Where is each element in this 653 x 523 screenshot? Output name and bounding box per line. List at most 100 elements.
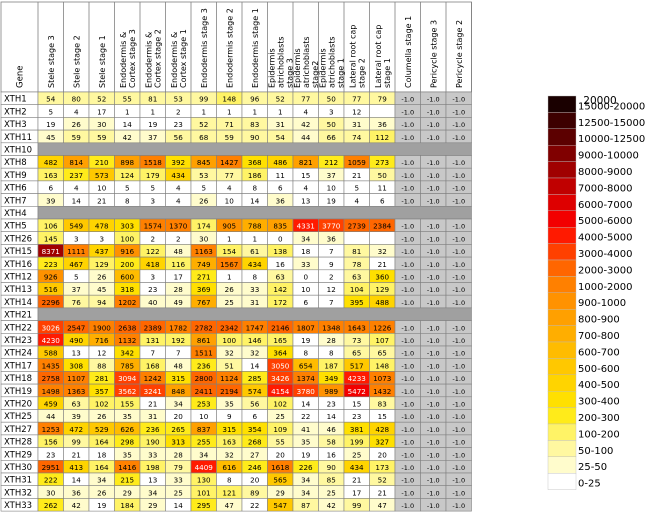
gene-label: XTH17	[4, 361, 32, 371]
cell-value: 49	[174, 298, 184, 307]
cell-value: 37	[327, 171, 336, 180]
cell-value: 42	[123, 133, 132, 142]
cell-value: 192	[171, 336, 185, 345]
cell-value: 268	[248, 438, 262, 447]
cell-value: -1.0	[452, 388, 465, 396]
cell-value: 99	[72, 438, 82, 447]
cell-value: 14	[301, 400, 311, 409]
cell-value: 253	[197, 400, 211, 409]
cell-value: 3050	[271, 361, 290, 370]
cell-value: 2389	[144, 323, 163, 332]
cell-value: 39	[46, 196, 56, 205]
cell-value: 547	[273, 501, 287, 510]
gene-label: XTH33	[4, 501, 32, 511]
cell-value: 467	[69, 260, 83, 269]
cell-value: 482	[44, 158, 58, 167]
cell-value: 32	[225, 450, 234, 459]
cell-value: 1226	[373, 323, 392, 332]
cell-value: 33	[250, 285, 259, 294]
cell-value: 529	[95, 425, 109, 434]
cell-value: 88	[97, 361, 107, 370]
cell-value: 1427	[220, 158, 238, 167]
cell-value: 1163	[195, 247, 213, 256]
cell-value: -1.0	[427, 489, 440, 497]
cell-value: 29	[123, 488, 133, 497]
cell-value: -1.0	[401, 223, 414, 231]
legend-swatch	[547, 144, 577, 162]
cell-value: 437	[95, 247, 109, 256]
cell-value: 199	[350, 438, 364, 447]
cell-value: 281	[95, 374, 109, 383]
cell-value: 749	[197, 260, 211, 269]
gene-label: XTH9	[4, 171, 27, 181]
cell-value: 15	[301, 171, 310, 180]
cell-value: 45	[97, 285, 106, 294]
cell-value: 20	[276, 450, 286, 459]
cell-value: 51	[225, 361, 234, 370]
cell-value: 19	[327, 196, 337, 205]
cell-value: -1.0	[452, 502, 465, 510]
table-row: XTH26 145 3 3 100 2 2 30 1 1 0 34 36 -1.0 -1.0 -1.0	[0, 231, 472, 245]
cell-value: 4	[74, 107, 79, 116]
cell-value: 19	[301, 336, 311, 345]
cell-value: 1	[150, 107, 155, 116]
cell-value: 2951	[42, 463, 60, 472]
cell-value: 168	[146, 361, 160, 370]
cell-value: 15	[352, 400, 361, 409]
gene-label: XTH6	[4, 184, 27, 194]
cell-value: 184	[120, 501, 134, 510]
table-row: XTH23 4230 490 716 1132 131 192 861 100 146 165 19 2…	[0, 332, 472, 347]
cell-value: 130	[197, 476, 211, 485]
table-row: XTH2 5 4 17 1 1 2 1 1 1 1 4 3 12 -1.0 -1.0 -1.0	[0, 104, 472, 118]
cell-value: 36	[72, 488, 82, 497]
cell-value: 1253	[42, 425, 60, 434]
cell-value: -1.0	[427, 274, 440, 282]
column-header: Columella stage 1	[404, 16, 413, 88]
cell-value: 77	[225, 171, 234, 180]
column-header: Epidermisatrichoblastsstage2	[293, 36, 320, 88]
cell-value: 26	[97, 273, 107, 282]
cell-value: 3562	[118, 387, 136, 396]
gene-label: XTH24	[4, 349, 32, 359]
cell-value: -1.0	[401, 362, 414, 370]
gene-label: XTH29	[4, 450, 32, 460]
cell-value: 1511	[195, 349, 213, 358]
cell-value: 2411	[195, 387, 213, 396]
cell-value: 1132	[118, 336, 136, 345]
cell-value: 23	[352, 412, 361, 421]
cell-value: 156	[44, 438, 58, 447]
cell-value: 50	[327, 95, 337, 104]
cell-value: 236	[197, 361, 211, 370]
cell-value: -1.0	[427, 235, 440, 243]
cell-value: -1.0	[452, 401, 465, 409]
cell-value: 1574	[144, 222, 163, 231]
cell-value: 30	[97, 120, 107, 129]
column-header: Lateral root capstage 1	[374, 25, 392, 88]
cell-value: -1.0	[401, 489, 414, 497]
legend-label: 3000-4000	[578, 249, 633, 260]
gene-label: XTH3	[4, 120, 27, 130]
legend-label: 900-1000	[578, 298, 626, 309]
cell-value: 11	[276, 171, 285, 180]
cell-value: 381	[350, 425, 364, 434]
cell-value: 87	[301, 501, 310, 510]
cell-value: 19	[301, 450, 311, 459]
cell-value: -1.0	[401, 134, 414, 142]
cell-value: -1.0	[452, 324, 465, 332]
cell-value: 4	[74, 184, 79, 193]
cell-value: 315	[222, 425, 236, 434]
cell-value: 20	[378, 450, 388, 459]
cell-value: 56	[250, 400, 260, 409]
cell-value: 4	[176, 184, 181, 193]
cell-value: 905	[222, 222, 236, 231]
gap-row-fill	[37, 206, 472, 220]
cell-value: 90	[250, 133, 260, 142]
cell-value: 33	[148, 450, 157, 459]
cell-value: -1.0	[401, 261, 414, 269]
cell-value: 34	[301, 234, 311, 243]
cell-value: 1363	[67, 387, 85, 396]
cell-value: 36	[327, 234, 337, 243]
legend-label: 1000-2000	[578, 282, 633, 293]
cell-value: 516	[44, 285, 58, 294]
